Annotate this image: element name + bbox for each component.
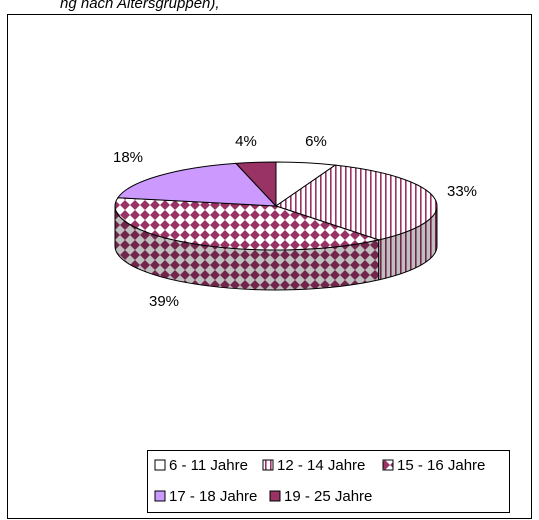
legend-swatch xyxy=(154,459,166,471)
data-label: 18% xyxy=(113,149,143,166)
pie-slice xyxy=(234,161,277,208)
legend-label: 19 - 25 Jahre xyxy=(284,488,372,505)
legend-swatch xyxy=(154,490,166,502)
data-label: 39% xyxy=(149,293,179,310)
legend-swatch xyxy=(382,459,394,471)
data-label: 33% xyxy=(447,183,477,200)
chart-title: ng nach Altersgruppen), xyxy=(60,0,220,12)
data-label: 6% xyxy=(305,133,327,150)
legend-swatch xyxy=(269,490,281,502)
data-label: 4% xyxy=(235,133,257,150)
legend-swatch xyxy=(262,459,274,471)
pie-slice-shade xyxy=(115,206,379,290)
legend-label: 12 - 14 Jahre xyxy=(277,457,365,474)
pie-slice xyxy=(116,162,278,207)
legend-label: 15 - 16 Jahre xyxy=(397,457,485,474)
legend-label: 17 - 18 Jahre xyxy=(169,488,257,505)
legend-box xyxy=(147,450,510,513)
pie-slice xyxy=(274,164,438,241)
pie-slice xyxy=(114,197,381,251)
legend-label: 6 - 11 Jahre xyxy=(169,457,248,474)
